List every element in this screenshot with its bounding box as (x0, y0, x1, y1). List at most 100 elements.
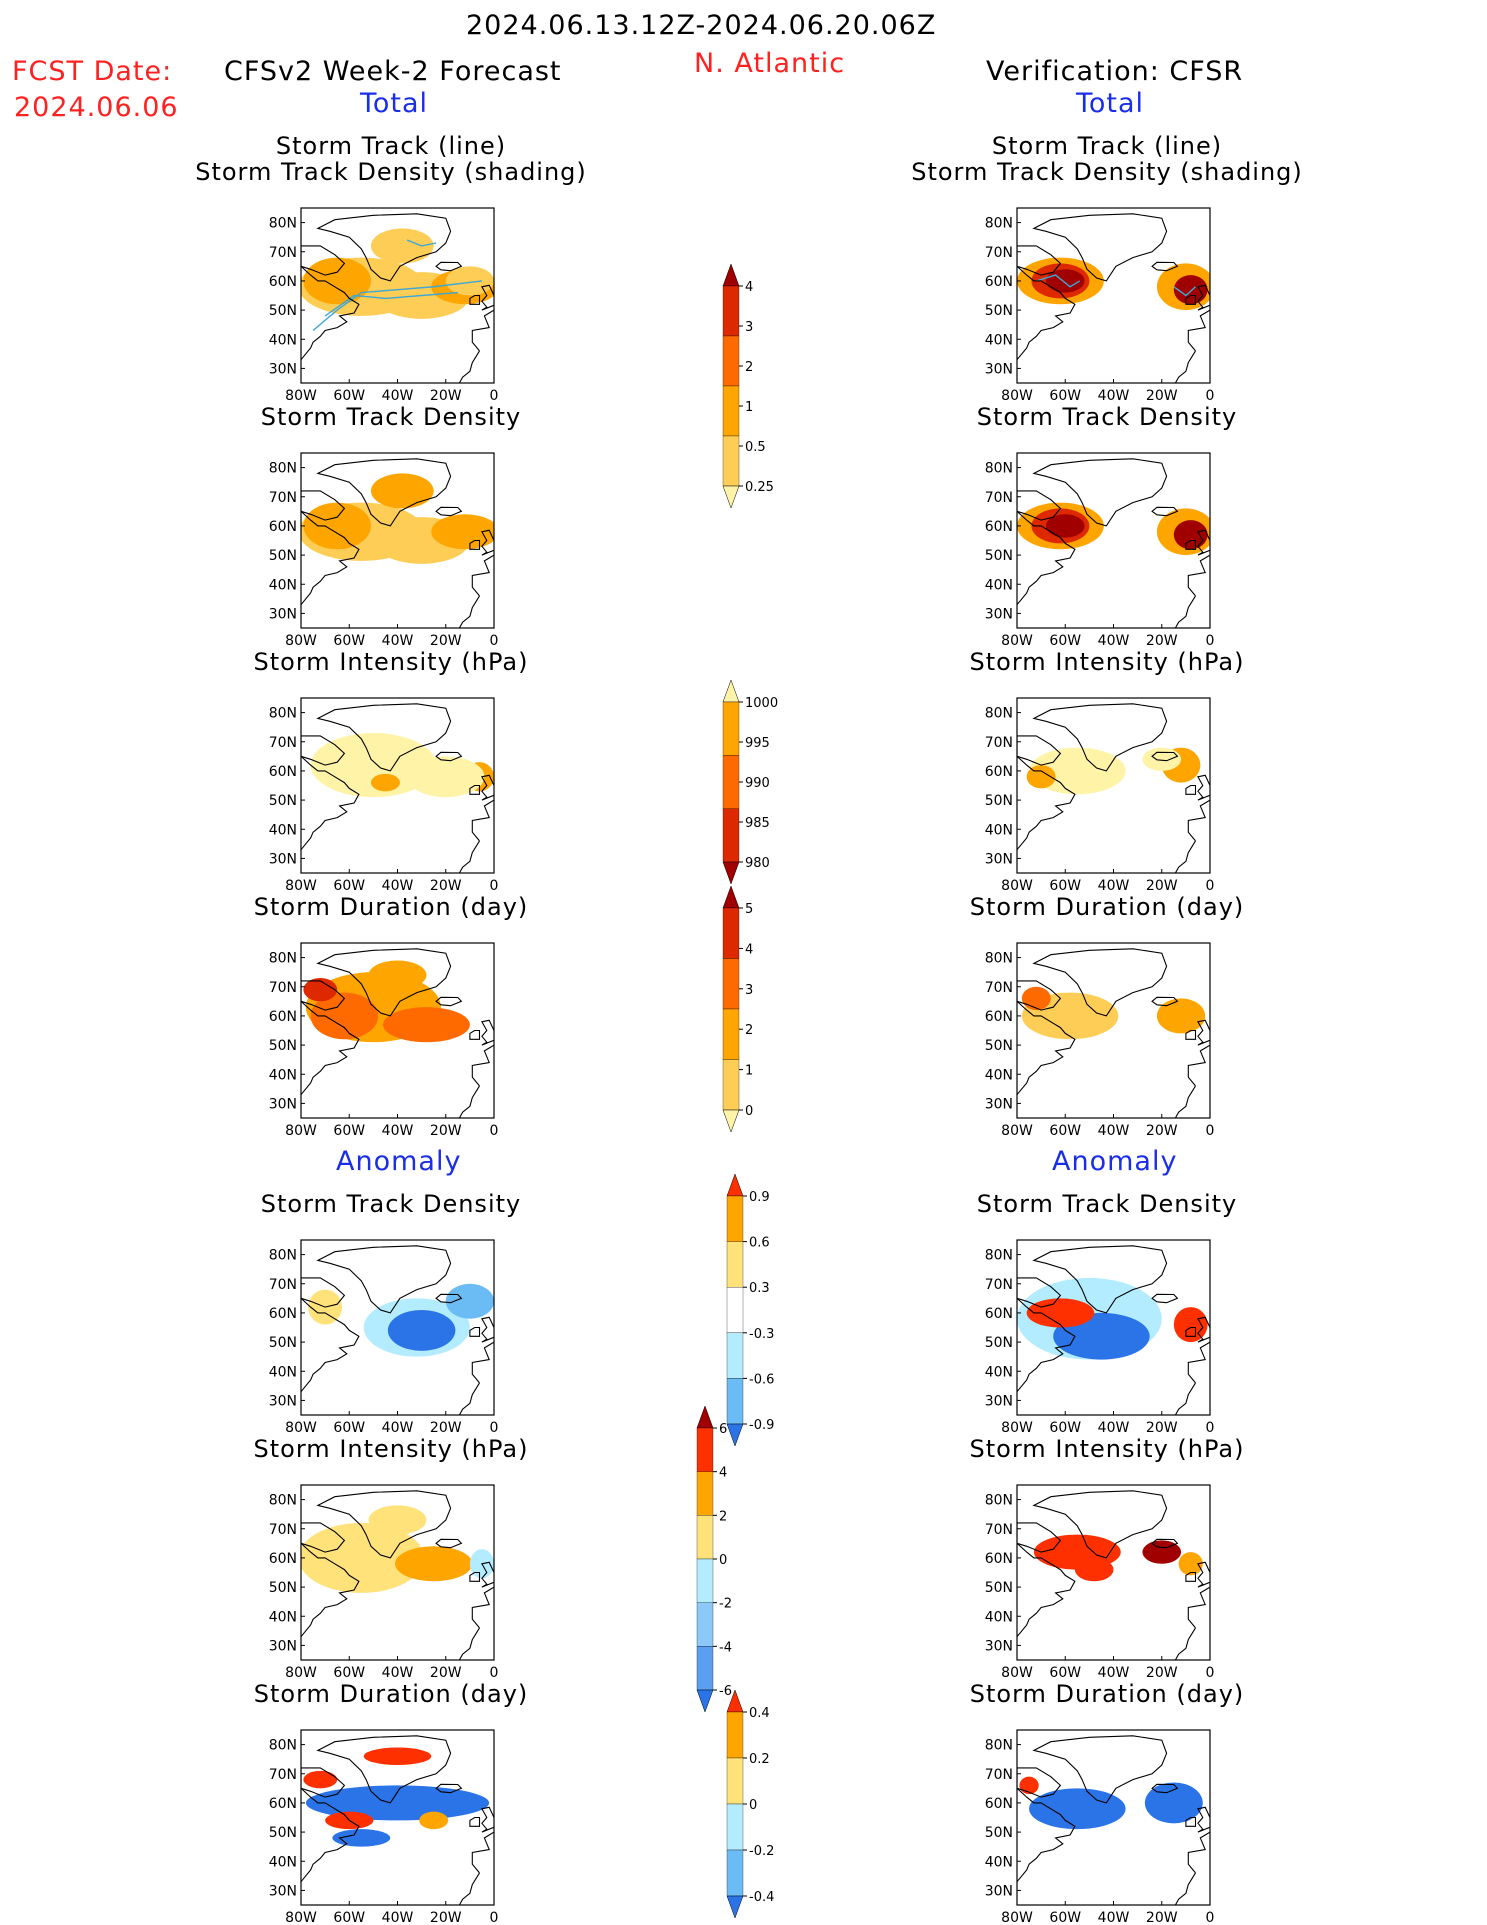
lat-tick-label: 50N (269, 548, 297, 564)
shaded-region (387, 1310, 456, 1351)
panel-title-intensity-anom-left: Storm Intensity (hPa) (253, 1435, 529, 1463)
panel-title-density-anom-right: Storm Track Density (976, 1190, 1238, 1218)
lon-tick-label: 60W (1049, 1665, 1081, 1681)
lon-tick-label: 80W (285, 878, 317, 894)
lat-tick-label: 30N (985, 1393, 1013, 1409)
lon-tick-label: 80W (285, 1420, 317, 1436)
field-layer (1017, 1245, 1210, 1415)
lat-tick-label: 80N (269, 1493, 297, 1509)
storm-track-line (1173, 286, 1197, 297)
lon-tick-label: 20W (1146, 1123, 1178, 1139)
map-panel-forecast-6: 80N 70N 60N 50N 40N 30N 80W 60W 40W 20W 0 (269, 1729, 498, 1925)
colorbar-label: 3 (745, 983, 753, 998)
lon-tick-label: 0 (490, 633, 499, 649)
shaded-region (1019, 1776, 1039, 1795)
lat-tick-label: 70N (985, 1767, 1013, 1783)
map-panel-forecast-0: 80N 70N 60N 50N 40N 30N 80W 60W 40W 20W 0 (269, 207, 499, 404)
lon-tick-label: 20W (430, 1420, 462, 1436)
lon-tick-label: 0 (490, 388, 499, 404)
lat-tick-label: 80N (269, 461, 297, 477)
shaded-region (301, 1522, 425, 1593)
lat-tick-label: 80N (985, 461, 1013, 477)
colorbar-label: 0.4 (749, 1706, 770, 1721)
lon-tick-label: 60W (333, 1665, 365, 1681)
panel-title-intensity-anom-right: Storm Intensity (hPa) (969, 1435, 1245, 1463)
fcst-date-value: 2024.06.06 (14, 92, 179, 123)
field-layer (301, 1245, 494, 1415)
lat-tick-label: 30N (269, 1393, 297, 1409)
colorbar-0: 4 3 2 1 0.5 0.25 (722, 263, 774, 509)
lat-tick-label: 30N (985, 1883, 1013, 1899)
lat-tick-label: 40N (269, 577, 297, 593)
lat-tick-label: 30N (985, 361, 1013, 377)
lat-tick-label: 80N (985, 706, 1013, 722)
shaded-region (395, 1546, 473, 1582)
lat-tick-label: 80N (985, 1493, 1013, 1509)
lon-tick-label: 40W (1098, 1123, 1130, 1139)
shaded-region (445, 266, 494, 296)
colorbar-label: 4 (719, 1466, 727, 1481)
field-layer (301, 458, 494, 628)
lat-tick-label: 50N (985, 1335, 1013, 1351)
forecast-label: CFSv2 Week-2 Forecast (224, 56, 562, 87)
storm-track-line (1036, 274, 1081, 288)
panel-title-duration-right: Storm Duration (day) (969, 893, 1245, 921)
colorbar-label: 0 (749, 1798, 757, 1813)
colorbar-label: -4 (719, 1640, 732, 1655)
lat-tick-label: 60N (269, 1009, 297, 1025)
shaded-region (363, 1747, 432, 1765)
lat-tick-label: 30N (269, 1883, 297, 1899)
lat-tick-label: 60N (985, 1306, 1013, 1322)
lat-tick-label: 40N (985, 577, 1013, 593)
lat-tick-label: 70N (269, 245, 297, 261)
map-panel-forecast-5: 80N 70N 60N 50N 40N 30N 80W 60W 40W 20W 0 (269, 1484, 498, 1681)
lon-tick-label: 40W (382, 633, 414, 649)
shaded-region (1074, 1557, 1114, 1582)
lon-tick-label: 0 (490, 1420, 499, 1436)
panel-title-density-left: Storm Track Density (260, 403, 522, 431)
lat-tick-label: 40N (985, 1854, 1013, 1870)
date-range-title: 2024.06.13.12Z-2024.06.20.06Z (466, 10, 937, 41)
colorbar-label: 6 (719, 1422, 727, 1437)
colorbar-label: 0.5 (745, 440, 766, 455)
lon-tick-label: 80W (1001, 1123, 1033, 1139)
lat-tick-label: 70N (985, 245, 1013, 261)
map-panel-verification-0: 80N 70N 60N 50N 40N 30N 80W 60W 40W 20W 0 (985, 207, 1214, 404)
colorbar-cap (722, 263, 740, 287)
lat-tick-label: 60N (269, 764, 297, 780)
shaded-region (303, 502, 371, 550)
lat-tick-label: 50N (269, 1335, 297, 1351)
lat-tick-label: 60N (269, 519, 297, 535)
map-panel-verification-6: 80N 70N 60N 50N 40N 30N 80W 60W 40W 20W 0 (985, 1729, 1214, 1925)
colorbar-segment (722, 958, 740, 1010)
panel-title-intensity-left: Storm Intensity (hPa) (253, 648, 529, 676)
colorbar-label: 5 (745, 902, 753, 917)
lat-tick-label: 50N (985, 793, 1013, 809)
shaded-region (1142, 747, 1182, 771)
verification-label: Verification: CFSR (986, 56, 1244, 87)
colorbar-segment (726, 1711, 744, 1759)
colorbar-label: 0.25 (745, 480, 774, 495)
lat-tick-label: 60N (985, 519, 1013, 535)
map-frame (1016, 1484, 1211, 1661)
lon-tick-label: 20W (1146, 1420, 1178, 1436)
shaded-region (1144, 1782, 1203, 1824)
shaded-region (370, 773, 400, 792)
lat-tick-label: 80N (985, 216, 1013, 232)
colorbar-cap (726, 1423, 744, 1447)
total-left-label: Total (360, 88, 429, 119)
lon-tick-label: 20W (430, 1665, 462, 1681)
panel-title-duration-anom-right: Storm Duration (day) (969, 1680, 1245, 1708)
lat-tick-label: 70N (269, 980, 297, 996)
map-panel-forecast-2: 80N 70N 60N 50N 40N 30N 80W 60W 40W 20W 0 (269, 697, 498, 894)
colorbar-label: 985 (745, 816, 770, 831)
lat-tick-label: 70N (269, 490, 297, 506)
field-layer (1017, 1490, 1210, 1660)
lat-tick-label: 30N (985, 1096, 1013, 1112)
lat-tick-label: 50N (985, 1580, 1013, 1596)
field-layer (301, 948, 494, 1118)
field-layer (1017, 213, 1210, 383)
lon-tick-label: 40W (1098, 1420, 1130, 1436)
colorbar-label: 0.9 (749, 1190, 770, 1205)
